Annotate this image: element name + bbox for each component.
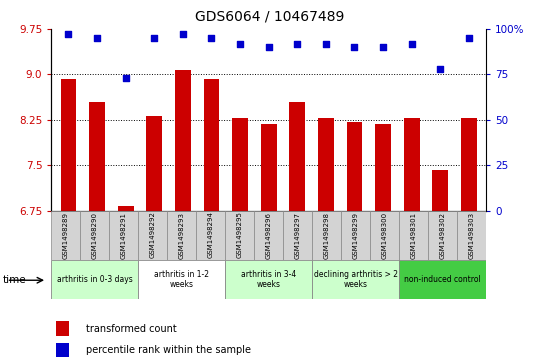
Bar [404,118,420,211]
Bar [196,211,225,260]
Point [236,41,245,46]
Point [464,35,473,41]
Bar [118,206,133,211]
Point [122,75,130,81]
Bar [51,260,138,299]
Point [150,35,159,41]
Bar [89,102,105,211]
Bar [232,118,248,211]
Text: GSM1498298: GSM1498298 [323,212,329,258]
Bar [433,170,448,211]
Bar [204,79,219,211]
Text: arthritis in 3-4
weeks: arthritis in 3-4 weeks [241,270,296,289]
Text: GDS6064 / 10467489: GDS6064 / 10467489 [195,9,345,23]
Text: time: time [3,275,26,285]
Point [293,41,301,46]
Text: GSM1498303: GSM1498303 [469,212,475,258]
Point [436,66,444,72]
Text: GSM1498299: GSM1498299 [353,212,359,258]
Bar [283,211,312,260]
Point [350,44,359,50]
Text: GSM1498290: GSM1498290 [92,212,98,258]
Text: GSM1498297: GSM1498297 [295,212,301,258]
Bar [146,115,162,211]
Bar [254,211,283,260]
Bar [167,211,196,260]
Text: arthritis in 1-2
weeks: arthritis in 1-2 weeks [154,270,209,289]
Text: transformed count: transformed count [86,323,177,334]
Text: GSM1498300: GSM1498300 [382,212,388,258]
Bar [312,260,399,299]
Point [207,35,216,41]
Bar [138,260,225,299]
Bar [341,211,370,260]
Point [321,41,330,46]
Bar [175,70,191,211]
Bar [312,211,341,260]
Point [407,41,416,46]
Bar [60,79,76,211]
Text: GSM1498293: GSM1498293 [179,212,185,258]
Bar [51,211,80,260]
Point [93,35,102,41]
Bar [138,211,167,260]
Point [179,32,187,37]
Bar [225,211,254,260]
Text: non-induced control: non-induced control [404,275,481,284]
Bar [289,102,305,211]
Bar [261,124,276,211]
Text: GSM1498292: GSM1498292 [150,212,156,258]
Bar [56,343,69,357]
Text: GSM1498291: GSM1498291 [121,212,127,258]
Text: GSM1498296: GSM1498296 [266,212,272,258]
Bar [457,211,486,260]
Text: GSM1498289: GSM1498289 [63,212,69,258]
Point [379,44,387,50]
Bar [375,124,391,211]
Bar [399,260,486,299]
Text: GSM1498295: GSM1498295 [237,212,242,258]
Text: percentile rank within the sample: percentile rank within the sample [86,345,251,355]
Bar [318,118,334,211]
Bar [399,211,428,260]
Point [265,44,273,50]
Point [64,32,73,37]
Bar [370,211,399,260]
Text: declining arthritis > 2
weeks: declining arthritis > 2 weeks [314,270,397,289]
Text: arthritis in 0-3 days: arthritis in 0-3 days [57,275,133,284]
Text: GSM1498294: GSM1498294 [208,212,214,258]
Bar [109,211,138,260]
Bar [461,118,477,211]
Bar [347,122,362,211]
Bar [80,211,109,260]
Text: GSM1498302: GSM1498302 [440,212,445,258]
Bar [225,260,312,299]
Text: GSM1498301: GSM1498301 [410,212,416,258]
Bar [428,211,457,260]
Bar [56,322,69,336]
